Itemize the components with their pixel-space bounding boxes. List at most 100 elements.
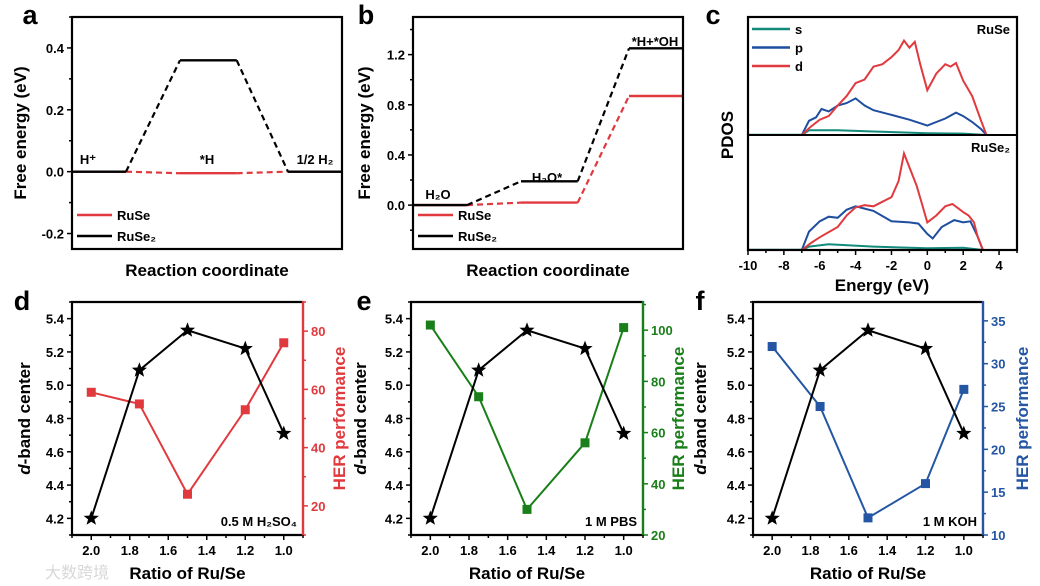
legend-label: d xyxy=(795,59,803,74)
state-label: H₂O* xyxy=(532,170,563,185)
subpanel-label: RuSe₂ xyxy=(971,140,1010,155)
y2-axis-title: HER performance xyxy=(330,347,349,491)
y-tick-label: 0.4 xyxy=(387,148,406,163)
x-tick-label: -10 xyxy=(739,258,758,273)
x-axis-title: Reaction coordinate xyxy=(466,261,629,280)
x-tick-label: 2 xyxy=(960,258,967,273)
y2-tick-label: 80 xyxy=(651,374,665,389)
y2-tick-label: 40 xyxy=(311,441,325,456)
y-tick-label: 4.6 xyxy=(727,445,745,460)
y-axis-title: Free energy (eV) xyxy=(355,66,374,199)
x-tick-label: 1.4 xyxy=(537,543,556,558)
y-tick-label: 5.4 xyxy=(727,312,746,327)
d-band-center-star-marker xyxy=(577,340,593,356)
d-band-center-star-marker xyxy=(471,362,487,377)
x-tick-label: 1.2 xyxy=(236,543,254,558)
y-tick-label: 5.0 xyxy=(46,378,64,393)
her-performance-marker xyxy=(863,513,873,523)
legend-label: p xyxy=(795,41,803,56)
d-band-center-star-marker xyxy=(764,510,780,525)
y-tick-label: -0.2 xyxy=(42,227,64,242)
x-tick-label: 1.2 xyxy=(916,543,934,558)
plot-frame xyxy=(751,300,983,537)
her-performance-line xyxy=(91,342,285,497)
x-axis-title: Ratio of Ru/Se xyxy=(810,564,926,583)
state-label: H⁺ xyxy=(80,152,96,167)
pdos-curve-d xyxy=(801,149,984,251)
x-tick-label: -2 xyxy=(886,258,898,273)
her-performance-line xyxy=(429,324,625,512)
x-tick-label: -4 xyxy=(850,258,862,273)
d-band-center-star-marker xyxy=(616,425,632,440)
y-axis-title: Free energy (eV) xyxy=(11,66,30,199)
electrolyte-annotation: 0.5 M H₂SO₄ xyxy=(221,514,297,529)
her-performance-marker xyxy=(619,323,629,333)
x-tick-label: 2.0 xyxy=(763,543,781,558)
y-tick-label: 5.0 xyxy=(727,378,745,393)
x-axis-title: Reaction coordinate xyxy=(125,261,288,280)
y-tick-label: 4.8 xyxy=(385,412,403,427)
plot-frame xyxy=(746,15,1019,252)
y-tick-label: 5.0 xyxy=(385,378,403,393)
her-performance-marker xyxy=(134,399,144,409)
y-tick-label: 4.6 xyxy=(46,445,64,460)
her-performance-marker xyxy=(580,438,590,448)
x-tick-label: 1.8 xyxy=(460,543,478,558)
d-band-center-star-marker xyxy=(860,322,876,337)
pdos-curve-s xyxy=(801,129,987,136)
d-band-center-star-marker xyxy=(917,340,934,356)
her-performance-marker xyxy=(767,342,777,352)
state-label: *H+*OH xyxy=(632,34,679,49)
d-band-center-star-marker xyxy=(519,322,535,337)
legend-label: RuSe₂ xyxy=(117,229,156,244)
y2-axis-title: HER performance xyxy=(1013,347,1032,491)
y-tick-label: 4.2 xyxy=(727,511,745,526)
x-axis-title: Ratio of Ru/Se xyxy=(129,564,245,583)
y-tick-label: 5.4 xyxy=(46,312,65,327)
x-tick-label: 1.6 xyxy=(840,543,858,558)
y-tick-label: 5.2 xyxy=(727,345,745,360)
y-axis-title-rest: -band center xyxy=(15,362,34,464)
y2-tick-label: 20 xyxy=(991,442,1005,457)
plot-frame xyxy=(70,15,344,251)
her-performance-marker xyxy=(815,402,825,412)
her-performance-marker xyxy=(279,338,289,348)
y2-tick-label: 35 xyxy=(991,314,1005,329)
y-axis-title-italic: d xyxy=(691,464,710,475)
y-tick-label: 5.2 xyxy=(46,345,64,360)
legend-label: RuSe xyxy=(117,208,150,223)
energy-connector-ruse xyxy=(236,170,289,175)
x-tick-label: 1.0 xyxy=(955,543,973,558)
y-axis-title: PDOS xyxy=(718,111,737,159)
x-tick-label: 0 xyxy=(924,258,931,273)
y-tick-label: 4.8 xyxy=(727,412,745,427)
plot-frame xyxy=(409,300,643,537)
pdos-curve-s xyxy=(801,243,984,251)
energy-connector-ruse2 xyxy=(235,59,289,173)
legend-label: s xyxy=(795,22,802,37)
her-performance-marker xyxy=(183,489,192,499)
d-band-center-star-marker xyxy=(83,510,99,525)
d-band-center-star-marker xyxy=(422,510,438,525)
her-performance-marker xyxy=(959,384,969,394)
state-label: *H xyxy=(200,152,214,167)
her-performance-marker xyxy=(474,392,484,402)
y-tick-label: 4.8 xyxy=(46,412,64,427)
x-tick-label: 1.8 xyxy=(121,543,139,558)
y2-tick-label: 40 xyxy=(651,477,665,492)
d-band-center-star-marker xyxy=(179,322,196,337)
electrolyte-annotation: 1 M PBS xyxy=(585,514,637,529)
y2-tick-label: 100 xyxy=(651,323,673,338)
x-axis-title: Ratio of Ru/Se xyxy=(469,564,585,583)
d-band-center-star-marker xyxy=(276,425,292,440)
y-tick-label: 4.4 xyxy=(727,478,746,493)
her-performance-marker xyxy=(86,387,96,397)
pdos-curve-p xyxy=(800,205,984,251)
y-axis-title: d-band center xyxy=(351,362,370,475)
plot-frame xyxy=(411,15,685,251)
d-band-center-star-marker xyxy=(237,340,253,356)
y-tick-label: 0.4 xyxy=(46,41,65,56)
d-band-center-star-marker xyxy=(131,362,147,377)
pdos-curve-d xyxy=(801,38,988,136)
